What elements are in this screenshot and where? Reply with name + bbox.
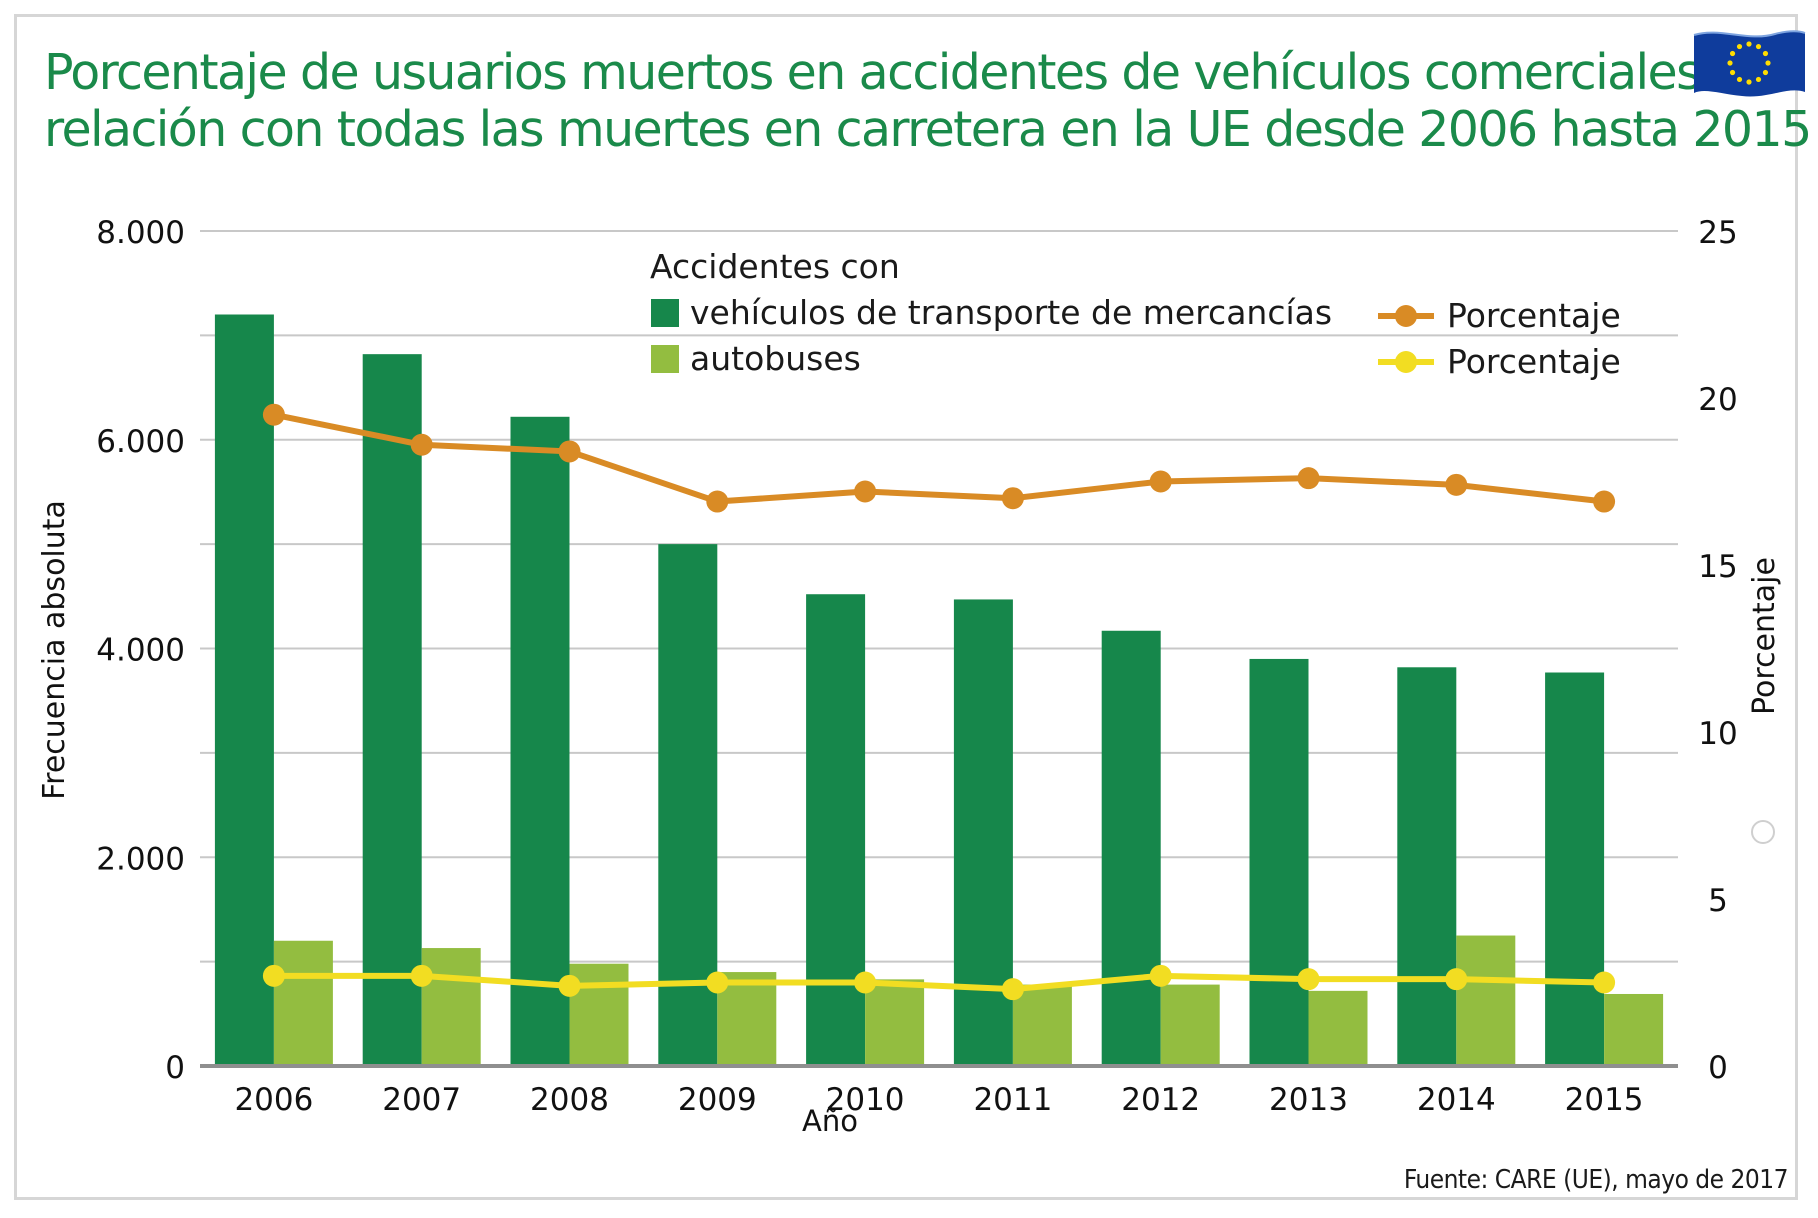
- bar-buses: [1456, 935, 1516, 1066]
- x-tick-label: 2007: [382, 1082, 461, 1118]
- marker-trucks-pct: [1001, 487, 1024, 510]
- x-tick-label: 2014: [1417, 1082, 1496, 1118]
- flag-star: [1736, 43, 1743, 50]
- marker-trucks-pct: [854, 480, 877, 503]
- bar-trucks: [1397, 667, 1457, 1066]
- flag-star: [1762, 50, 1769, 57]
- hollow-circle-icon: [1751, 820, 1775, 844]
- y2-tick-label: 15: [1698, 549, 1737, 585]
- flag-star: [1736, 76, 1743, 83]
- bar-buses: [1604, 993, 1664, 1066]
- marker-bus-pct: [1593, 971, 1616, 994]
- marker-trucks-pct: [410, 433, 433, 456]
- bar-buses: [865, 979, 925, 1066]
- marker-trucks-pct: [1149, 470, 1172, 493]
- y2-tick-label: 0: [1708, 1050, 1728, 1086]
- legend-label-trucks: vehículos de transporte de mercancías: [690, 293, 1332, 332]
- flag-star: [1762, 69, 1769, 76]
- marker-bus-pct: [262, 964, 285, 987]
- x-tick-label: 2010: [826, 1082, 905, 1118]
- bar-trucks: [1101, 630, 1161, 1066]
- marker-trucks-pct: [1297, 467, 1320, 490]
- marker-trucks-pct: [558, 440, 581, 463]
- legend-marker-bus-pct: [1395, 351, 1417, 373]
- x-tick-label: 2015: [1565, 1082, 1644, 1118]
- marker-bus-pct: [1297, 968, 1320, 991]
- legend-label-buses: autobuses: [690, 339, 861, 378]
- y2-tick-label: 10: [1698, 716, 1737, 752]
- marker-trucks-pct: [1593, 490, 1616, 513]
- line-bus-pct: [273, 972, 1605, 993]
- chart-title-line-1: Porcentaje de usuarios muertos en accide…: [44, 44, 1774, 101]
- y2-tick-label: 20: [1698, 382, 1737, 418]
- y-tick-label: 4.000: [96, 633, 185, 669]
- y2-axis-tick-labels: 0 5 10 15 20 25: [1698, 215, 1737, 1086]
- x-tick-label: 2008: [530, 1082, 609, 1118]
- y-tick-label: 8.000: [96, 215, 185, 251]
- bar-buses: [569, 963, 629, 1066]
- flag-star: [1746, 79, 1752, 85]
- bar-buses: [273, 940, 333, 1066]
- marker-bus-pct: [1149, 964, 1172, 987]
- bar-buses: [421, 948, 481, 1066]
- marker-bus-pct: [706, 971, 729, 994]
- y2-axis-title: Porcentaje: [1747, 557, 1782, 715]
- flag-star: [1727, 60, 1733, 66]
- marker-bus-pct: [558, 974, 581, 997]
- marker-trucks-pct: [1445, 473, 1468, 496]
- x-tick-label: 2011: [973, 1082, 1052, 1118]
- y-tick-label: 2.000: [96, 841, 185, 877]
- x-tick-label: 2006: [234, 1082, 313, 1118]
- bar-trucks: [953, 599, 1013, 1066]
- y-tick-label: 0: [165, 1050, 185, 1086]
- bar-buses: [1012, 984, 1072, 1066]
- flag-star: [1746, 41, 1752, 47]
- legend-swatch-trucks: [651, 299, 679, 327]
- flag-star: [1755, 76, 1762, 83]
- x-tick-label: 2012: [1121, 1082, 1200, 1118]
- legend-swatch-buses: [651, 345, 679, 373]
- chart-title: Porcentaje de usuarios muertos en accide…: [44, 44, 1812, 158]
- y-axis-title: Frecuencia absoluta: [37, 500, 72, 800]
- flag-star: [1729, 69, 1736, 76]
- flag-star: [1729, 50, 1736, 57]
- marker-bus-pct: [410, 964, 433, 987]
- legend-title: Accidentes con: [650, 247, 900, 286]
- flag-star: [1755, 43, 1762, 50]
- bars: [214, 314, 1664, 1067]
- bar-buses: [1160, 984, 1220, 1066]
- bar-trucks: [806, 594, 866, 1066]
- line-trucks-pct: [273, 411, 1605, 505]
- percentage-lines: [262, 403, 1616, 1001]
- flag-star: [1765, 60, 1771, 66]
- legend: Accidentes con vehículos de transporte d…: [650, 247, 1621, 381]
- legend-label-trucks-pct: Porcentaje: [1447, 296, 1621, 335]
- y2-tick-label: 25: [1698, 215, 1737, 251]
- x-tick-label: 2013: [1269, 1082, 1348, 1118]
- bar-trucks: [362, 354, 422, 1067]
- bar-buses: [717, 972, 777, 1066]
- eu-flag-icon: [1693, 30, 1806, 97]
- x-axis-title: Año: [802, 1104, 858, 1138]
- y-tick-label: 6.000: [96, 424, 185, 460]
- bar-trucks: [1249, 658, 1309, 1066]
- marker-bus-pct: [1445, 968, 1468, 991]
- y2-tick-label: 5: [1708, 883, 1728, 919]
- legend-label-bus-pct: Porcentaje: [1447, 342, 1621, 381]
- chart-title-line-2: relación con todas las muertes en carret…: [44, 101, 1812, 158]
- source-note: Fuente: CARE (UE), mayo de 2017: [1403, 1165, 1789, 1195]
- marker-trucks-pct: [706, 490, 729, 513]
- marker-trucks-pct: [262, 403, 285, 426]
- marker-bus-pct: [854, 971, 877, 994]
- x-axis-tick-labels: 2006 2007 2008 2009 2010 2011 2012 2013 2014 2015: [234, 1082, 1643, 1118]
- marker-bus-pct: [1001, 978, 1024, 1001]
- bar-buses: [1308, 990, 1368, 1066]
- bar-trucks: [214, 314, 274, 1066]
- y-axis-tick-labels: 0 2.000 4.000 6.000 8.000: [96, 215, 185, 1086]
- legend-marker-trucks-pct: [1395, 305, 1417, 327]
- bar-trucks: [1545, 672, 1605, 1066]
- x-tick-label: 2009: [678, 1082, 757, 1118]
- bar-trucks: [510, 416, 570, 1067]
